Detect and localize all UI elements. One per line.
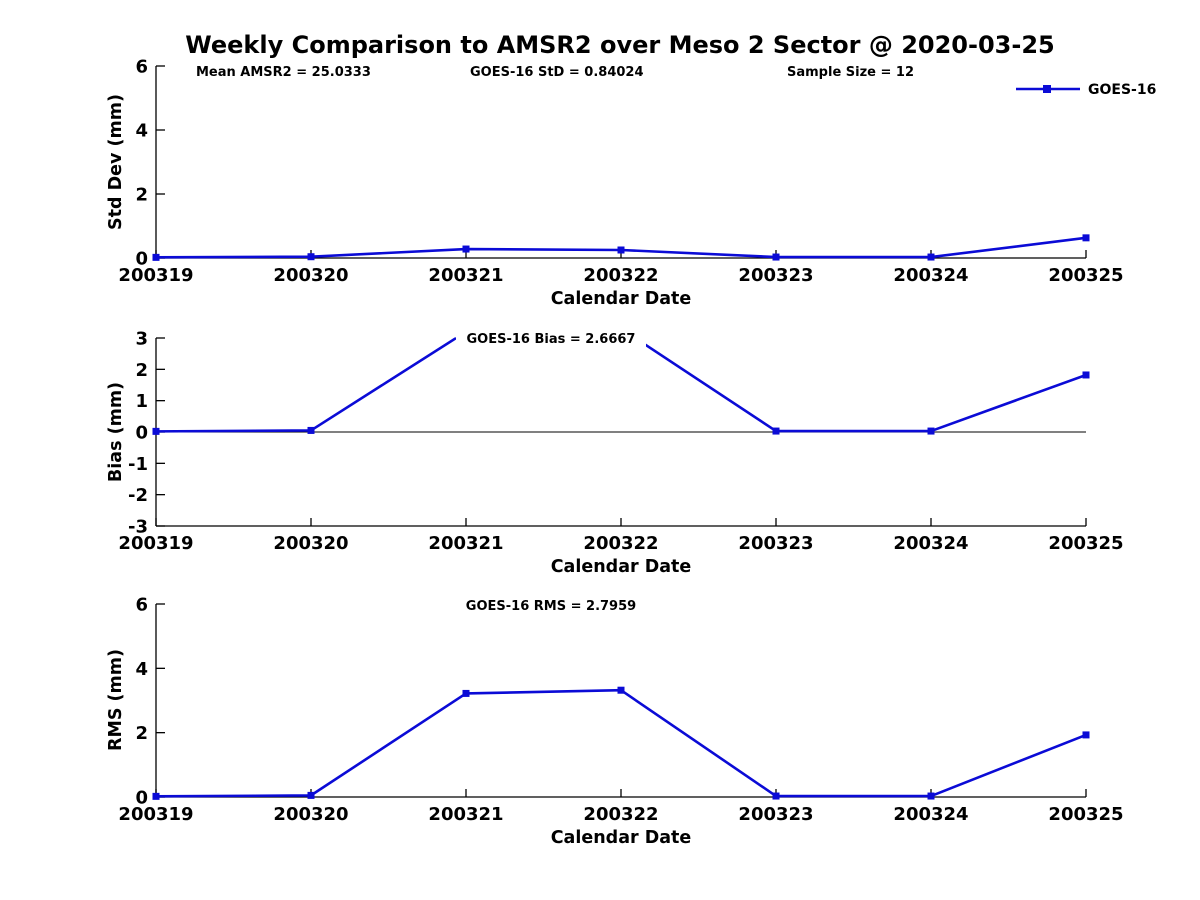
- data-point-marker: [152, 253, 160, 261]
- data-point-marker: [772, 792, 780, 800]
- x-tick-label: 200323: [738, 265, 813, 286]
- data-point-marker: [927, 253, 935, 261]
- data-point-marker: [152, 792, 160, 800]
- legend-label: GOES-16: [1088, 82, 1156, 98]
- x-axis-label: Calendar Date: [551, 828, 692, 848]
- y-tick-label: 4: [135, 659, 148, 680]
- data-line: [155, 688, 1087, 798]
- annotation-goes-bias: GOES-16 Bias = 2.6667: [467, 332, 636, 347]
- x-tick-label: 200320: [273, 804, 348, 825]
- data-point-marker: [307, 253, 315, 261]
- data-point-marker: [927, 792, 935, 800]
- x-tick-label: 200322: [583, 533, 658, 554]
- x-tick-label: 200325: [1048, 265, 1123, 286]
- stddev-plot: 200319 200320 200321 200322 200323 200324 2003…: [106, 57, 1124, 310]
- y-tick-label: -2: [128, 485, 148, 506]
- data-point-marker: [307, 791, 315, 799]
- x-tick-label: 200320: [273, 533, 348, 554]
- annotation-mean-amsr2: Mean AMSR2 = 25.0333: [196, 65, 371, 80]
- y-tick-label: 6: [135, 595, 148, 616]
- y-tick-label: 2: [135, 723, 148, 744]
- y-axis-label: Std Dev (mm): [106, 94, 126, 230]
- data-point-marker: [307, 426, 315, 434]
- legend: GOES-16: [1016, 82, 1156, 98]
- x-axis-label: Calendar Date: [551, 557, 692, 577]
- y-tick-label: 2: [135, 185, 148, 206]
- x-tick-label: 200325: [1048, 804, 1123, 825]
- x-tick-label: 200323: [738, 804, 813, 825]
- x-tick-label: 200319: [118, 804, 193, 825]
- annotation-background: [456, 327, 646, 348]
- y-tick-label: 0: [135, 423, 148, 444]
- data-point-marker: [772, 427, 780, 435]
- annotation-goes-rms: GOES-16 RMS = 2.7959: [466, 599, 636, 614]
- data-point-marker: [462, 689, 470, 697]
- y-tick-label: 0: [135, 788, 148, 809]
- data-point-marker: [1082, 371, 1090, 379]
- x-tick-label: 200320: [273, 265, 348, 286]
- rms-plot: 200319 200320 200321 200322 200323 200324 2003…: [106, 595, 1124, 849]
- x-axis-label: Calendar Date: [551, 289, 692, 309]
- annotation-sample-size: Sample Size = 12: [787, 65, 914, 80]
- y-axis-label: RMS (mm): [106, 649, 126, 751]
- y-tick-label: 1: [135, 391, 148, 412]
- x-tick-label: 200325: [1048, 533, 1123, 554]
- x-tick-label: 200322: [583, 265, 658, 286]
- data-point-marker: [1082, 731, 1090, 739]
- data-point-marker: [617, 246, 625, 254]
- x-tick-label: 200324: [893, 533, 968, 554]
- x-tick-label: 200324: [893, 804, 968, 825]
- x-tick-label: 200321: [428, 265, 503, 286]
- data-point-marker: [617, 686, 625, 694]
- y-tick-label: 0: [135, 249, 148, 270]
- x-tick-label: 200322: [583, 804, 658, 825]
- data-point-marker: [152, 427, 160, 435]
- y-tick-label: 3: [135, 329, 148, 350]
- y-tick-label: -3: [128, 517, 148, 538]
- data-point-marker: [927, 427, 935, 435]
- x-tick-label: 200321: [428, 533, 503, 554]
- x-tick-label: 200324: [893, 265, 968, 286]
- chart-title: Weekly Comparison to AMSR2 over Meso 2 S…: [185, 31, 1054, 59]
- x-tick-label: 200323: [738, 533, 813, 554]
- data-point-marker: [462, 245, 470, 253]
- y-tick-label: 2: [135, 360, 148, 381]
- x-tick-label: 200319: [118, 533, 193, 554]
- data-point-marker: [1082, 234, 1090, 242]
- y-tick-label: 6: [135, 57, 148, 78]
- y-tick-label: 4: [135, 121, 148, 142]
- data-point-marker: [772, 253, 780, 261]
- annotation-goes-std: GOES-16 StD = 0.84024: [470, 65, 644, 80]
- legend-marker-icon: [1043, 85, 1051, 93]
- bias-plot: 200319 200320 200321 200322 200323 200324 2003…: [106, 327, 1124, 577]
- y-tick-label: -1: [128, 454, 148, 475]
- y-axis-label: Bias (mm): [106, 382, 126, 482]
- x-tick-label: 200319: [118, 265, 193, 286]
- x-tick-label: 200321: [428, 804, 503, 825]
